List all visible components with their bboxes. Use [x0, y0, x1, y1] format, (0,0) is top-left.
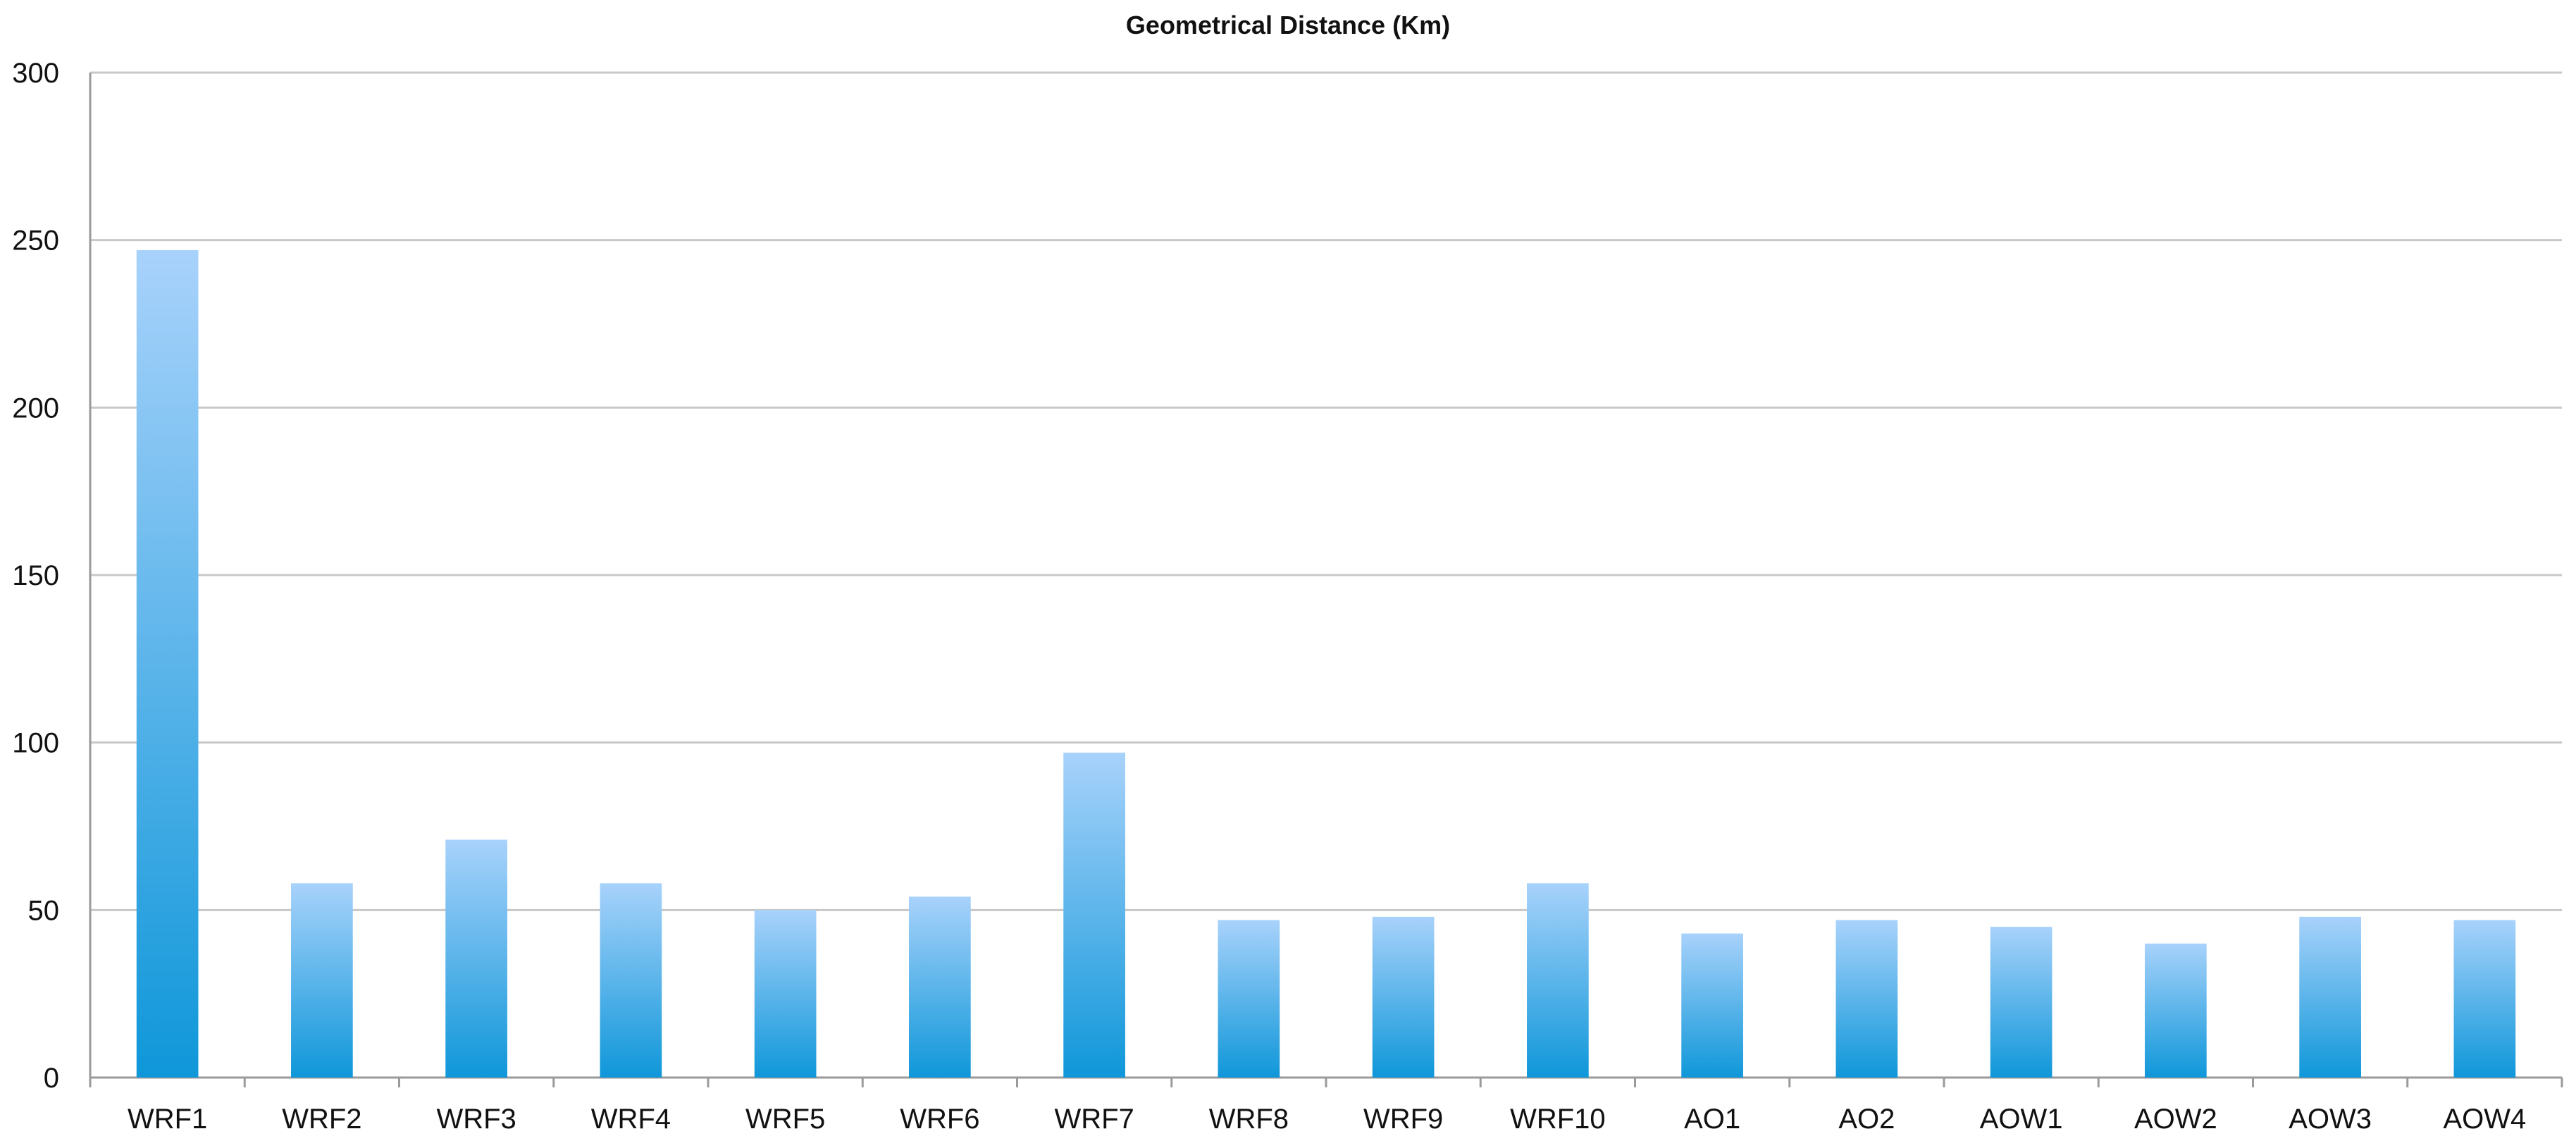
bar-wrf8: [1218, 920, 1280, 1078]
bar-wrf10: [1527, 883, 1589, 1078]
y-tick-label: 300: [12, 58, 59, 89]
x-tick-label: WRF2: [282, 1104, 361, 1135]
x-tick-label: WRF9: [1363, 1104, 1443, 1135]
grid-lines: [90, 71, 2562, 911]
x-tick-label: AO2: [1838, 1104, 1895, 1135]
bar-wrf9: [1372, 916, 1435, 1078]
bar-aow4: [2453, 920, 2516, 1078]
x-tick-label: WRF6: [900, 1104, 979, 1135]
x-tick-label: WRF7: [1054, 1104, 1134, 1135]
x-tick-labels: WRF1 WRF2 WRF3 WRF4 WRF5 WRF6 WRF7 WRF8 WRF9 WRF1…: [128, 1104, 2526, 1135]
bar-aow3: [2299, 916, 2361, 1078]
x-tick-label: WRF5: [745, 1104, 825, 1135]
y-tick-labels: 0 50 100 150 200 250 300: [12, 58, 59, 1094]
bar-wrf5: [754, 910, 817, 1078]
bar-aow1: [1990, 927, 2052, 1078]
x-tick-label: WRF10: [1510, 1104, 1606, 1135]
bar-aow2: [2145, 943, 2207, 1078]
bar-wrf6: [909, 896, 971, 1078]
y-tick-label: 200: [12, 393, 59, 424]
x-tick-label: AO1: [1684, 1104, 1740, 1135]
bar-wrf7: [1063, 752, 1125, 1078]
chart-title: Geometrical Distance (Km): [1126, 11, 1450, 39]
bar-wrf4: [600, 883, 662, 1078]
y-tick-label: 50: [28, 895, 60, 926]
x-tick-label: AOW4: [2443, 1104, 2526, 1135]
x-tick-label: AOW3: [2289, 1104, 2372, 1135]
bar-ao1: [1681, 933, 1743, 1078]
y-tick-label: 0: [44, 1063, 59, 1094]
x-tick-label: WRF4: [591, 1104, 671, 1135]
x-tick-label: WRF8: [1209, 1104, 1289, 1135]
bar-ao2: [1835, 920, 1898, 1078]
y-tick-label: 150: [12, 560, 59, 591]
bars: [136, 249, 2516, 1078]
bar-wrf2: [291, 883, 353, 1078]
x-tick-label: WRF1: [128, 1104, 207, 1135]
bar-wrf1: [136, 249, 199, 1078]
y-tick-label: 250: [12, 226, 59, 257]
y-tick-label: 100: [12, 728, 59, 759]
bar-wrf3: [445, 839, 507, 1078]
x-tick-label: AOW2: [2134, 1104, 2217, 1135]
x-tick-label: WRF3: [436, 1104, 516, 1135]
x-tick-label: AOW1: [1980, 1104, 2063, 1135]
